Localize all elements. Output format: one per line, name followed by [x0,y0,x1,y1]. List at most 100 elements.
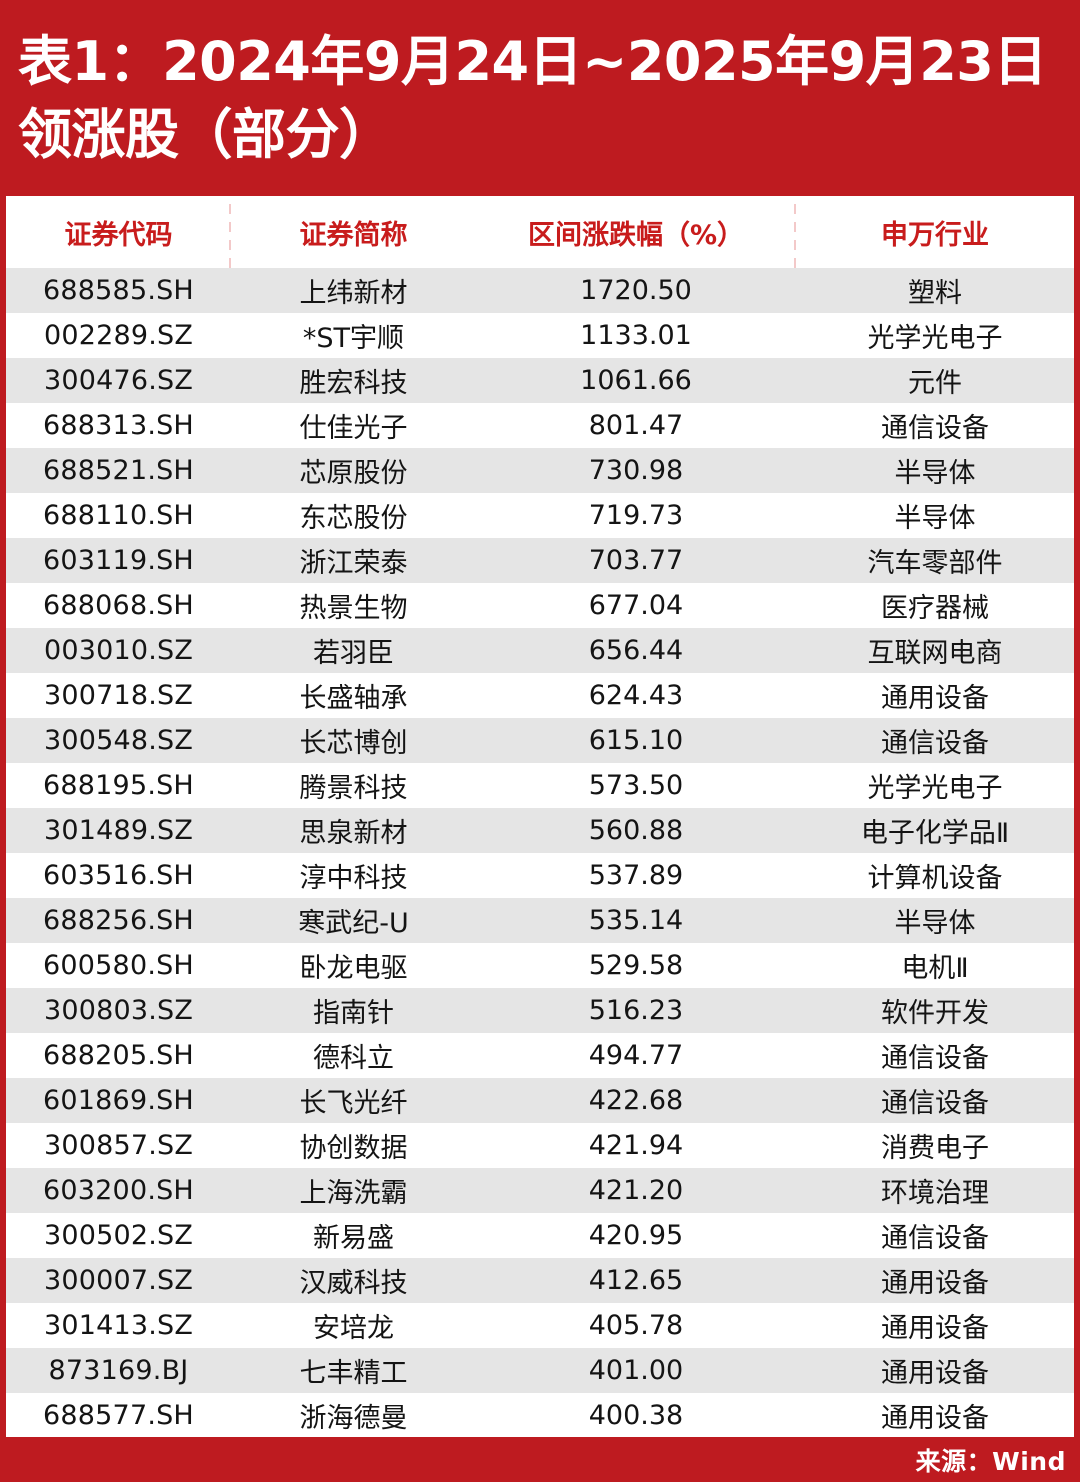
cell-change: 494.77 [476,1033,796,1078]
table-row: 873169.BJ 七丰精工 401.00 通用设备 [6,1348,1074,1393]
cell-change: 573.50 [476,763,796,808]
cell-code: 688068.SH [6,583,231,628]
cell-industry: 医疗器械 [796,583,1074,628]
cell-name: 七丰精工 [231,1348,476,1393]
cell-industry: 电子化学品Ⅱ [796,808,1074,853]
table-row: 300476.SZ 胜宏科技 1061.66 元件 [6,358,1074,403]
cell-change: 1133.01 [476,313,796,358]
cell-industry: 通信设备 [796,718,1074,763]
cell-industry: 通信设备 [796,1078,1074,1123]
title-banner: 表1：2024年9月24日~2025年9月23日领涨股（部分） [0,0,1080,196]
cell-code: 688195.SH [6,763,231,808]
cell-name: *ST宇顺 [231,313,476,358]
cell-name: 德科立 [231,1033,476,1078]
cell-name: 寒武纪-U [231,898,476,943]
table-row: 300007.SZ 汉威科技 412.65 通用设备 [6,1258,1074,1303]
cell-code: 603200.SH [6,1168,231,1213]
cell-industry: 塑料 [796,268,1074,313]
cell-industry: 光学光电子 [796,763,1074,808]
cell-name: 芯原股份 [231,448,476,493]
cell-industry: 通用设备 [796,1303,1074,1348]
cell-industry: 汽车零部件 [796,538,1074,583]
cell-change: 405.78 [476,1303,796,1348]
cell-change: 624.43 [476,673,796,718]
cell-change: 560.88 [476,808,796,853]
table-header: 证券代码 证券简称 区间涨跌幅（%） 申万行业 [6,196,1074,268]
table-row: 688205.SH 德科立 494.77 通信设备 [6,1033,1074,1078]
cell-change: 420.95 [476,1213,796,1258]
cell-name: 浙江荣泰 [231,538,476,583]
cell-industry: 半导体 [796,898,1074,943]
cell-code: 688110.SH [6,493,231,538]
cell-name: 东芯股份 [231,493,476,538]
table-row: 300803.SZ 指南针 516.23 软件开发 [6,988,1074,1033]
cell-name: 长芯博创 [231,718,476,763]
table-row: 688110.SH 东芯股份 719.73 半导体 [6,493,1074,538]
source-label: 来源：Wind [915,1446,1066,1476]
table-row: 300857.SZ 协创数据 421.94 消费电子 [6,1123,1074,1168]
cell-change: 421.20 [476,1168,796,1213]
cell-code: 300476.SZ [6,358,231,403]
cell-change: 535.14 [476,898,796,943]
cell-code: 300548.SZ [6,718,231,763]
cell-industry: 环境治理 [796,1168,1074,1213]
cell-code: 688585.SH [6,268,231,313]
table-row: 603516.SH 淳中科技 537.89 计算机设备 [6,853,1074,898]
cell-name: 长盛轴承 [231,673,476,718]
cell-code: 301413.SZ [6,1303,231,1348]
table-row: 688068.SH 热景生物 677.04 医疗器械 [6,583,1074,628]
cell-code: 300007.SZ [6,1258,231,1303]
cell-code: 601869.SH [6,1078,231,1123]
cell-industry: 光学光电子 [796,313,1074,358]
cell-name: 浙海德曼 [231,1393,476,1437]
cell-code: 300857.SZ [6,1123,231,1168]
table-row: 301489.SZ 思泉新材 560.88 电子化学品Ⅱ [6,808,1074,853]
cell-change: 529.58 [476,943,796,988]
cell-code: 002289.SZ [6,313,231,358]
cell-name: 上纬新材 [231,268,476,313]
cell-name: 胜宏科技 [231,358,476,403]
cell-change: 801.47 [476,403,796,448]
cell-name: 思泉新材 [231,808,476,853]
cell-code: 003010.SZ [6,628,231,673]
cell-name: 若羽臣 [231,628,476,673]
cell-industry: 通用设备 [796,1393,1074,1437]
table-row: 003010.SZ 若羽臣 656.44 互联网电商 [6,628,1074,673]
cell-change: 412.65 [476,1258,796,1303]
cell-code: 688256.SH [6,898,231,943]
cell-industry: 通信设备 [796,1033,1074,1078]
table-row: 002289.SZ *ST宇顺 1133.01 光学光电子 [6,313,1074,358]
table-row: 300548.SZ 长芯博创 615.10 通信设备 [6,718,1074,763]
leading-stocks-table: 证券代码 证券简称 区间涨跌幅（%） 申万行业 688585.SH 上纬新材 172… [6,196,1074,1437]
cell-change: 421.94 [476,1123,796,1168]
table-row: 601869.SH 长飞光纤 422.68 通信设备 [6,1078,1074,1123]
cell-change: 400.38 [476,1393,796,1437]
cell-code: 300718.SZ [6,673,231,718]
cell-change: 1720.50 [476,268,796,313]
cell-industry: 软件开发 [796,988,1074,1033]
table-row: 688313.SH 仕佳光子 801.47 通信设备 [6,403,1074,448]
cell-code: 300502.SZ [6,1213,231,1258]
cell-change: 730.98 [476,448,796,493]
cell-industry: 电机Ⅱ [796,943,1074,988]
cell-industry: 半导体 [796,448,1074,493]
cell-code: 688521.SH [6,448,231,493]
cell-change: 703.77 [476,538,796,583]
cell-industry: 消费电子 [796,1123,1074,1168]
cell-name: 协创数据 [231,1123,476,1168]
cell-name: 上海洗霸 [231,1168,476,1213]
cell-code: 603516.SH [6,853,231,898]
cell-industry: 半导体 [796,493,1074,538]
table-row: 688585.SH 上纬新材 1720.50 塑料 [6,268,1074,313]
cell-name: 卧龙电驱 [231,943,476,988]
cell-industry: 元件 [796,358,1074,403]
table-row: 301413.SZ 安培龙 405.78 通用设备 [6,1303,1074,1348]
column-header-name: 证券简称 [231,196,476,268]
cell-code: 688313.SH [6,403,231,448]
cell-change: 615.10 [476,718,796,763]
cell-name: 热景生物 [231,583,476,628]
cell-code: 300803.SZ [6,988,231,1033]
table-row: 300502.SZ 新易盛 420.95 通信设备 [6,1213,1074,1258]
cell-industry: 通用设备 [796,1258,1074,1303]
